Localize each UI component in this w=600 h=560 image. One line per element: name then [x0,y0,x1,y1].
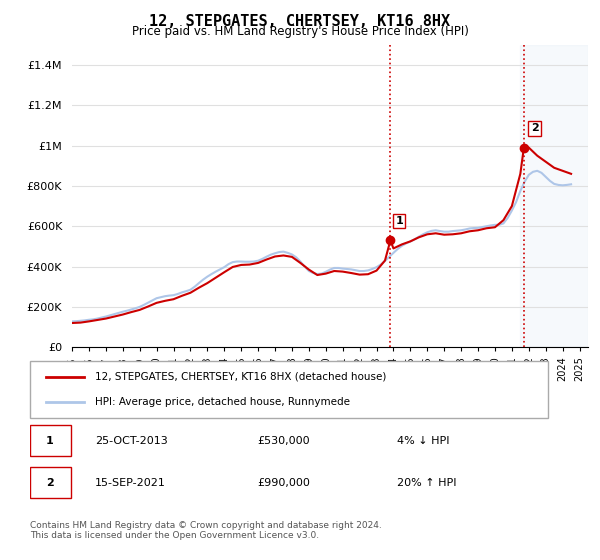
Text: HPI: Average price, detached house, Runnymede: HPI: Average price, detached house, Runn… [95,396,350,407]
Bar [520,45,588,347]
Text: 4% ↓ HPI: 4% ↓ HPI [397,436,450,446]
Text: 1: 1 [46,436,54,446]
Text: £990,000: £990,000 [257,478,310,488]
Text: 12, STEPGATES, CHERTSEY, KT16 8HX (detached house): 12, STEPGATES, CHERTSEY, KT16 8HX (detac… [95,372,386,382]
FancyBboxPatch shape [30,467,71,498]
Text: 20% ↑ HPI: 20% ↑ HPI [397,478,457,488]
FancyBboxPatch shape [30,361,548,418]
Text: 2: 2 [530,124,538,133]
Text: 15-SEP-2021: 15-SEP-2021 [95,478,166,488]
Text: Price paid vs. HM Land Registry's House Price Index (HPI): Price paid vs. HM Land Registry's House … [131,25,469,38]
Text: Contains HM Land Registry data © Crown copyright and database right 2024.
This d: Contains HM Land Registry data © Crown c… [30,521,382,540]
Text: 25-OCT-2013: 25-OCT-2013 [95,436,167,446]
Text: 1: 1 [395,216,403,226]
Text: £530,000: £530,000 [257,436,310,446]
Text: 12, STEPGATES, CHERTSEY, KT16 8HX: 12, STEPGATES, CHERTSEY, KT16 8HX [149,14,451,29]
FancyBboxPatch shape [30,425,71,456]
Text: 2: 2 [46,478,54,488]
